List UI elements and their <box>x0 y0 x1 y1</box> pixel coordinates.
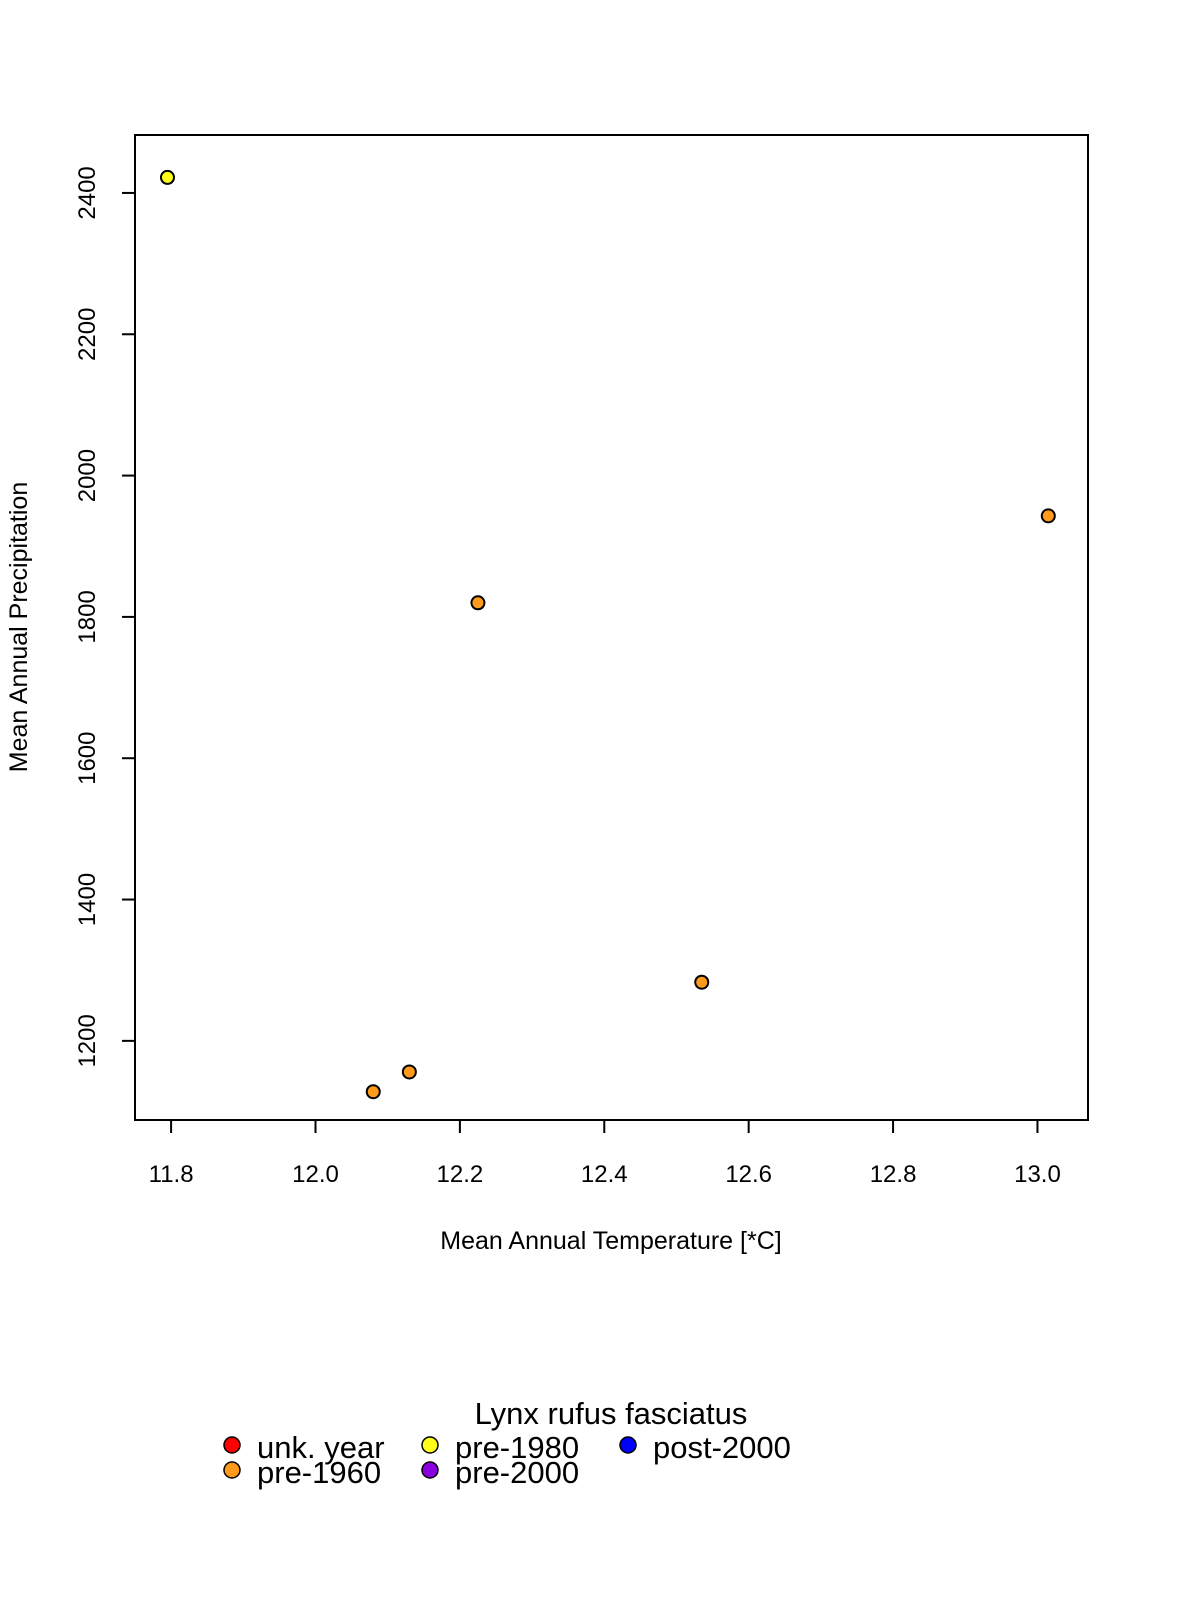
legend-entry: pre-2000 <box>421 1455 579 1490</box>
legend-marker <box>619 1436 637 1454</box>
x-tick-label: 13.0 <box>1014 1161 1061 1188</box>
y-tick-label: 1400 <box>74 873 101 926</box>
data-point <box>470 595 486 611</box>
legend-marker <box>421 1461 439 1479</box>
x-axis-title: Mean Annual Temperature [*C] <box>440 1227 781 1255</box>
x-axis: 11.8 12.0 12.2 12.4 12.6 12.8 13.0 <box>149 1120 1061 1188</box>
y-axis: 1200 1400 1600 1800 2000 2200 2400 <box>74 166 135 1068</box>
legend-title: Lynx rufus fasciatus <box>475 1396 748 1431</box>
legend-marker <box>223 1436 241 1454</box>
x-tick-label: 12.4 <box>581 1161 628 1188</box>
y-tick-label: 2000 <box>74 449 101 502</box>
legend-marker <box>223 1461 241 1479</box>
legend-marker <box>421 1436 439 1454</box>
y-tick-label: 1600 <box>74 732 101 785</box>
data-points <box>159 169 1056 1100</box>
data-point <box>401 1064 417 1080</box>
legend-label: pre-1960 <box>257 1455 381 1490</box>
legend-label: post-2000 <box>653 1430 791 1465</box>
legend-label: pre-2000 <box>455 1455 579 1490</box>
x-tick-label: 12.6 <box>725 1161 772 1188</box>
y-tick-label: 1800 <box>74 590 101 643</box>
y-tick-label: 2400 <box>74 166 101 219</box>
x-tick-label: 12.8 <box>870 1161 917 1188</box>
y-tick-label: 2200 <box>74 308 101 361</box>
y-tick-label: 1200 <box>74 1014 101 1067</box>
data-point <box>365 1084 381 1100</box>
legend-entry: pre-1980 <box>421 1430 579 1465</box>
plot-frame <box>134 134 1089 1121</box>
legend-label: pre-1980 <box>455 1430 579 1465</box>
legend-entry: pre-1960 <box>223 1455 381 1490</box>
x-tick-label: 12.0 <box>292 1161 339 1188</box>
x-tick-label: 12.2 <box>437 1161 484 1188</box>
x-tick-label: 11.8 <box>149 1161 194 1188</box>
data-point <box>1040 508 1056 524</box>
legend-label: unk. year <box>257 1430 385 1465</box>
data-point <box>694 974 710 990</box>
legend-entry: post-2000 <box>619 1430 791 1465</box>
data-point <box>159 169 175 185</box>
legend-entry: unk. year <box>223 1430 385 1465</box>
y-axis-title: Mean Annual Precipitation <box>5 482 33 772</box>
